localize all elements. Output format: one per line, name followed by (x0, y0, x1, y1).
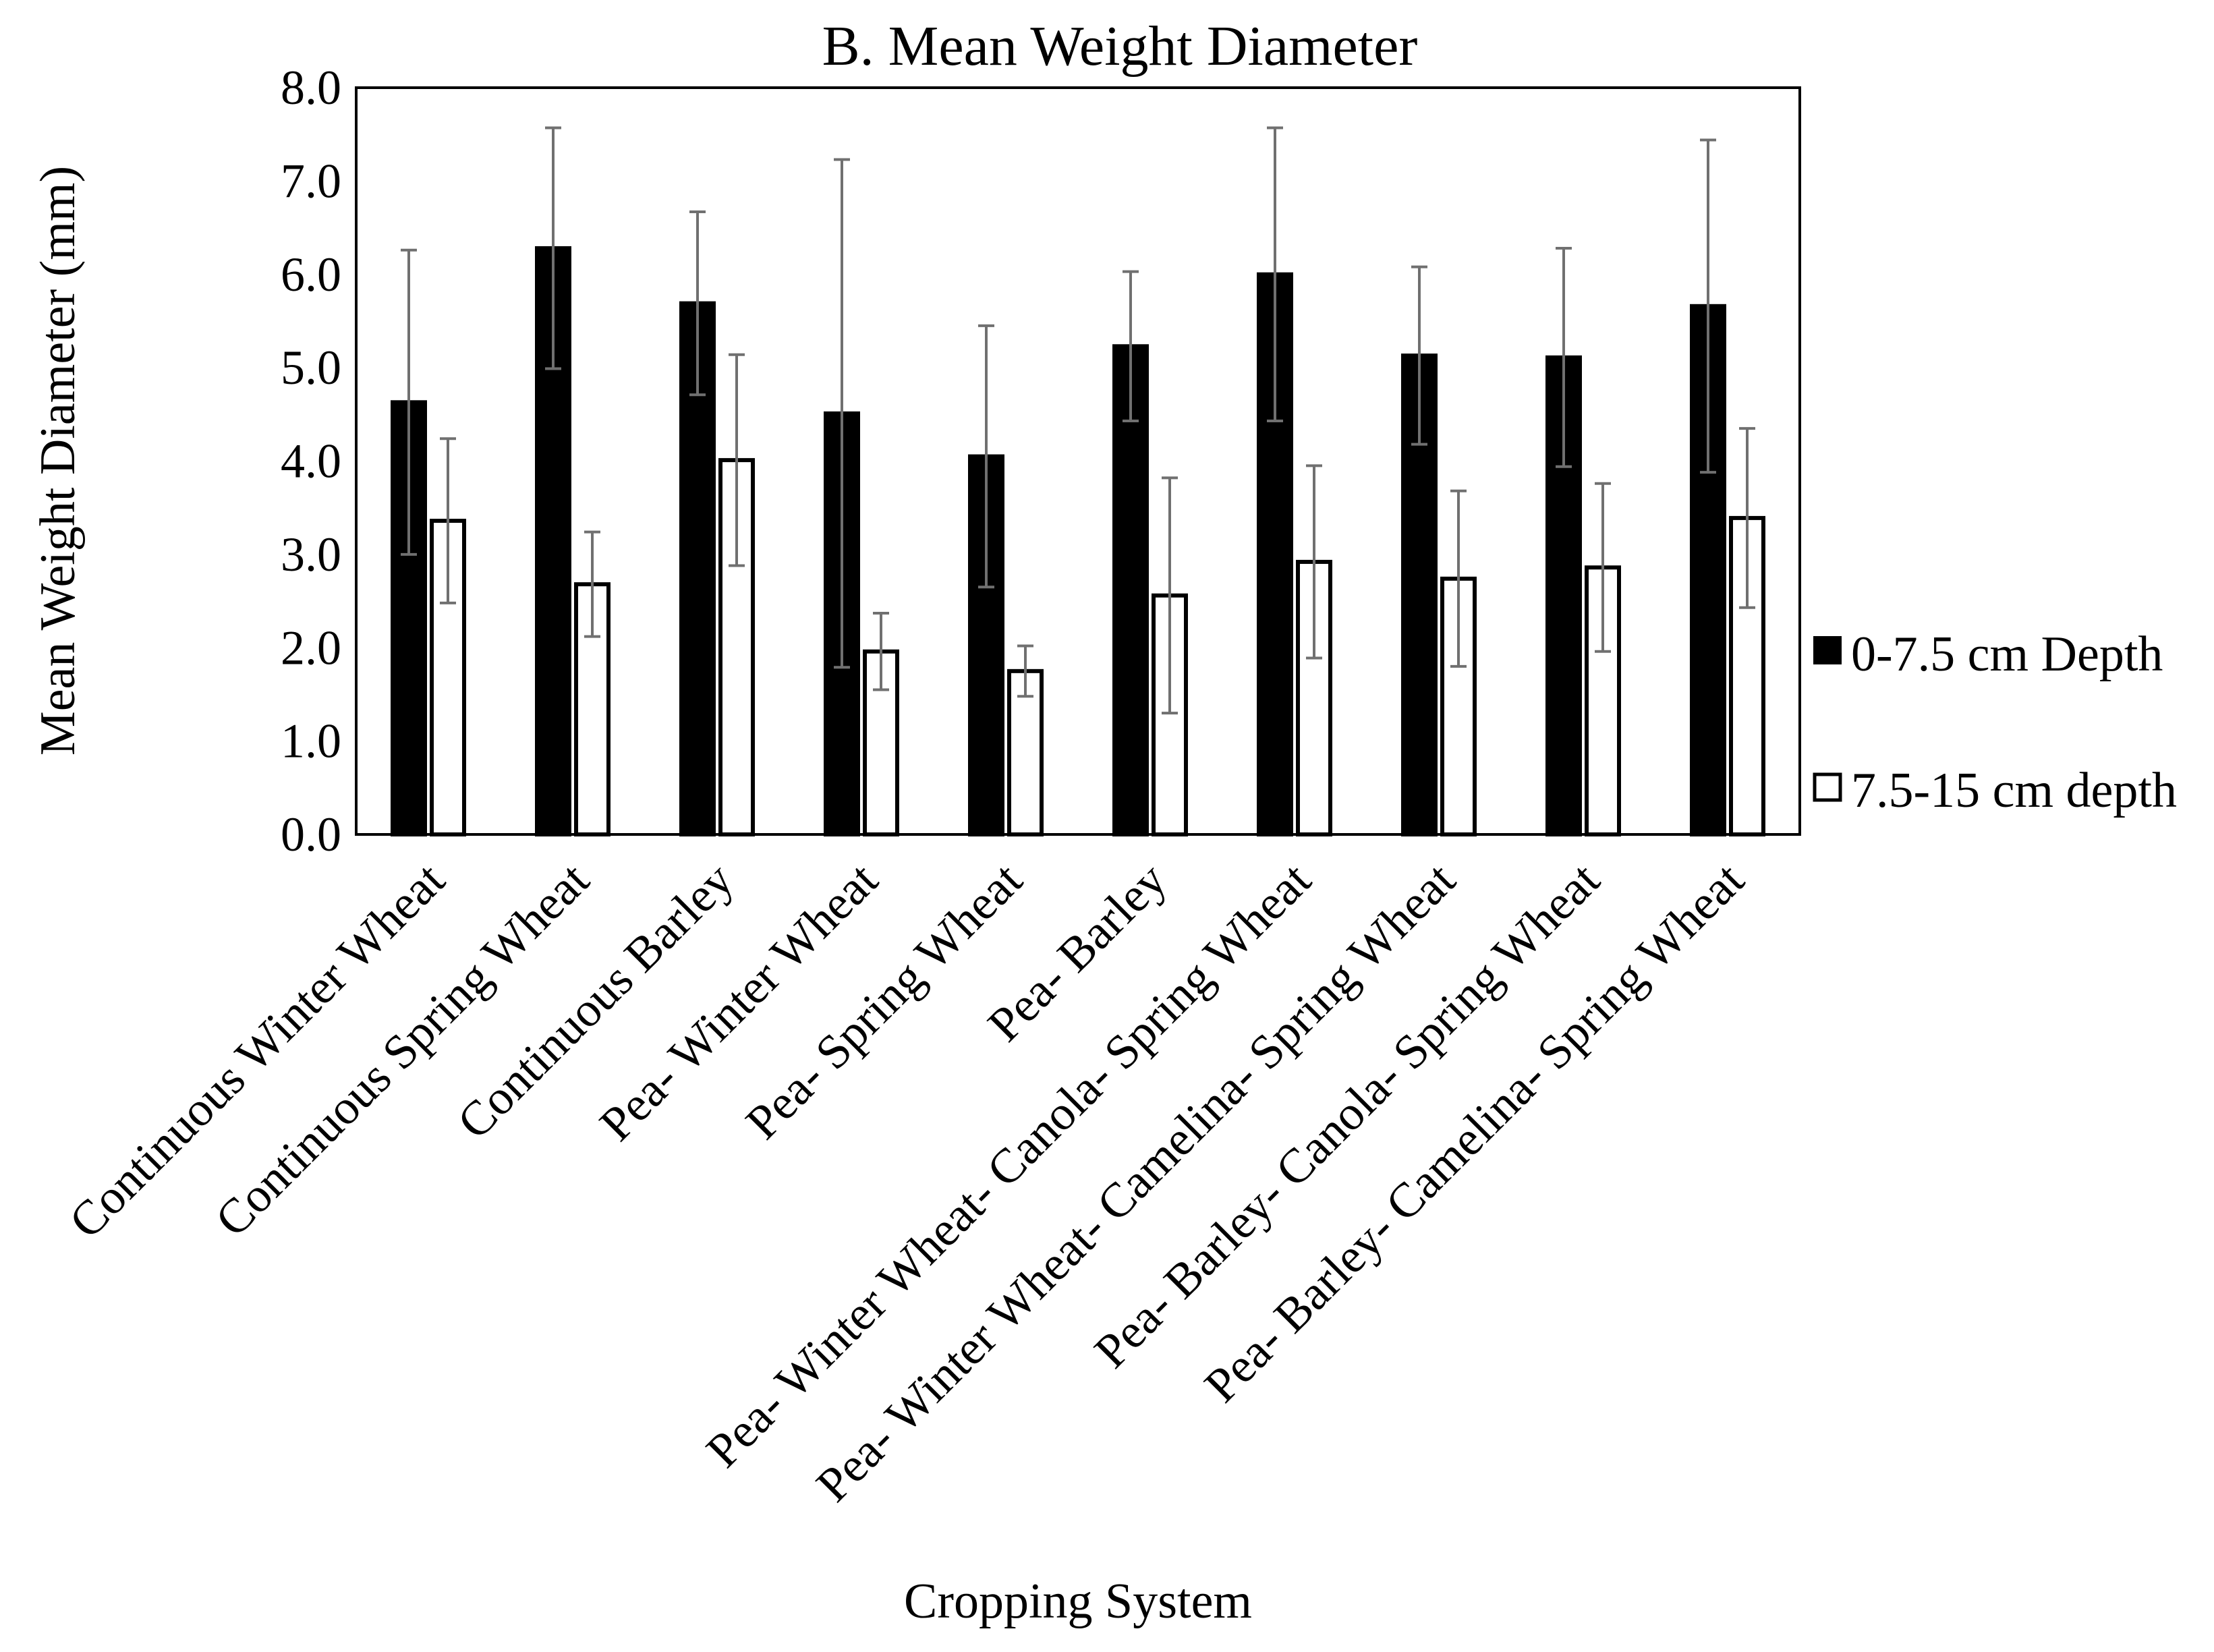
plot-area-frame (355, 86, 1801, 836)
y-axis-ticks: 0.0 1.0 2.0 3.0 4.0 5.0 6.0 7.0 8.0 (281, 61, 341, 861)
y-tick-label: 6.0 (281, 248, 341, 302)
y-axis-title: Mean Weight Diameter (mm) (30, 166, 86, 756)
bar-0-7-5cm-5 (1112, 344, 1149, 836)
legend-label-7-5-15cm: 7.5-15 cm depth (1851, 763, 2177, 818)
chart-title: B. Mean Weight Diameter (822, 15, 1418, 78)
x-axis-title: Cropping System (904, 1574, 1252, 1629)
legend: 0-7.5 cm Depth 7.5-15 cm depth (1813, 627, 2177, 818)
y-tick-label: 7.0 (281, 154, 341, 208)
legend-swatch-0-7-5cm (1813, 636, 1842, 664)
bars-group (391, 246, 1765, 837)
legend-label-0-7-5cm: 0-7.5 cm Depth (1851, 627, 2163, 682)
y-tick-label: 5.0 (281, 341, 341, 395)
x-category-label: Pea- Spring Wheat (735, 853, 1032, 1149)
x-category-label: Pea- Barley- Camelina- Spring Wheat (1194, 853, 1754, 1413)
error-bars-group (401, 126, 1755, 715)
x-category-label: Pea- Winter Wheat (589, 853, 888, 1151)
y-tick-label: 0.0 (281, 807, 341, 861)
y-tick-label: 4.0 (281, 434, 341, 488)
y-tick-label: 2.0 (281, 621, 341, 675)
x-category-label: Continuous Barley (447, 853, 744, 1149)
y-tick-label: 3.0 (281, 528, 341, 581)
y-tick-label: 8.0 (281, 61, 341, 115)
y-tick-label: 1.0 (281, 714, 341, 768)
x-category-label: Pea- Barley- Canola- Spring Wheat (1084, 853, 1610, 1378)
legend-swatch-7-5-15cm (1813, 772, 1842, 802)
